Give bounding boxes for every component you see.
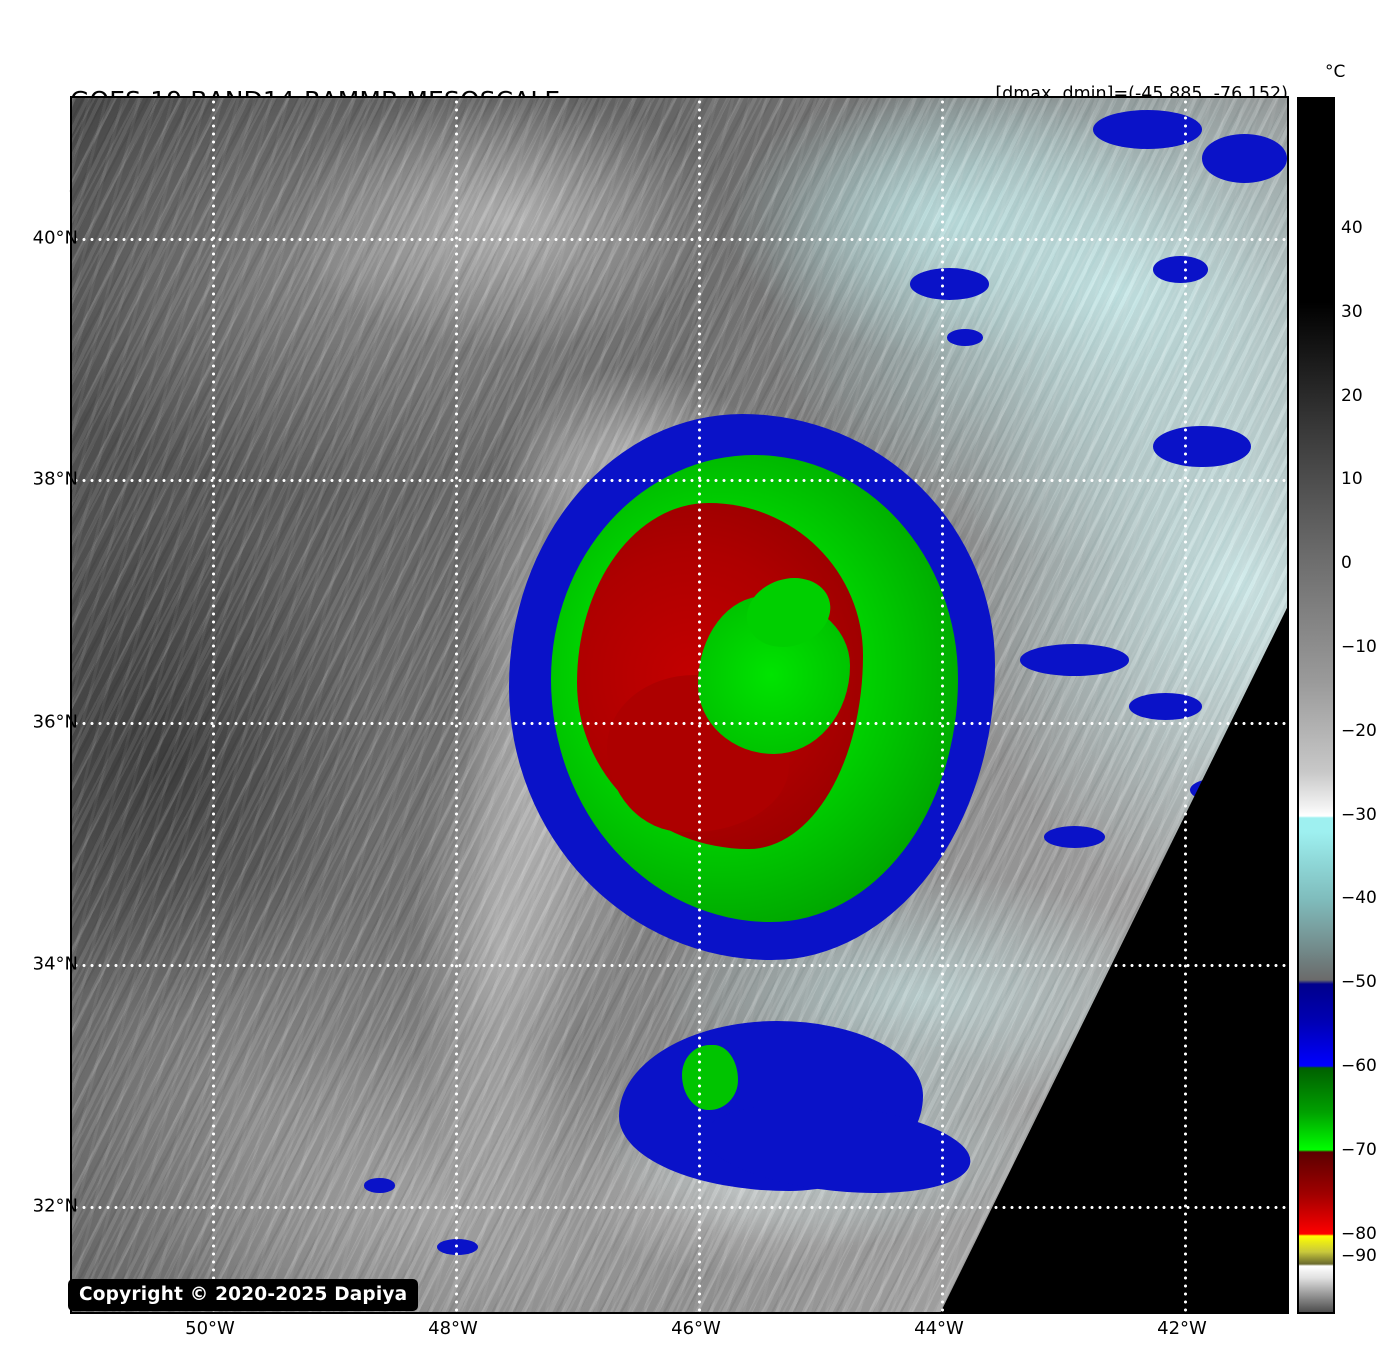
ytick-label: 32°N xyxy=(32,1195,78,1217)
xtick-label: 42°W xyxy=(1157,1318,1207,1339)
cold-patch xyxy=(910,267,990,300)
gridline-lon-46 xyxy=(698,98,701,1312)
xtick-label: 50°W xyxy=(185,1318,235,1339)
colorbar-tick-label: −60 xyxy=(1341,1056,1377,1076)
colorbar-gradient xyxy=(1299,99,1333,1312)
cold-patch xyxy=(1201,134,1287,183)
ytick-label: 34°N xyxy=(32,953,78,975)
colorbar-tick-label: 40 xyxy=(1341,218,1363,238)
cold-patch xyxy=(1019,644,1130,676)
ytick-label: 40°N xyxy=(32,227,78,249)
cold-patch xyxy=(1129,692,1202,720)
colorbar-tick-label: 30 xyxy=(1341,302,1363,322)
gridline-lon-50 xyxy=(212,98,215,1312)
colorbar-unit-label: °C xyxy=(1325,62,1346,82)
gridline-lat-40 xyxy=(72,238,1287,241)
colorbar-tick-label: −40 xyxy=(1341,888,1377,908)
secondary-cluster-green xyxy=(681,1044,738,1111)
plot-inner xyxy=(72,98,1287,1312)
xtick-label: 44°W xyxy=(914,1318,964,1339)
xtick-label: 46°W xyxy=(671,1318,721,1339)
colorbar-tick-label: −10 xyxy=(1341,637,1377,657)
colorbar-tick-label: 20 xyxy=(1341,386,1363,406)
gridline-lat-32 xyxy=(72,1206,1287,1209)
cold-patch xyxy=(1153,425,1251,468)
cold-patch xyxy=(363,1178,396,1194)
colorbar-tick-label: 10 xyxy=(1341,469,1363,489)
colorbar-tick-label: −20 xyxy=(1341,721,1377,741)
colorbar xyxy=(1297,97,1335,1314)
gridline-lon-44 xyxy=(941,98,944,1312)
gridline-lon-42 xyxy=(1184,98,1187,1312)
satellite-image-plot xyxy=(70,96,1289,1314)
copyright-banner: Copyright © 2020-2025 Dapiya xyxy=(68,1279,419,1311)
cold-patch xyxy=(1153,255,1209,283)
colorbar-tick-label: −50 xyxy=(1341,972,1377,992)
colorbar-tick-label: −30 xyxy=(1341,805,1377,825)
ytick-label: 38°N xyxy=(32,468,78,490)
xtick-label: 48°W xyxy=(428,1318,478,1339)
colorbar-tick-label: −90 xyxy=(1341,1246,1377,1266)
cold-patch xyxy=(1092,110,1202,149)
gridline-lon-48 xyxy=(455,98,458,1312)
ytick-label: 36°N xyxy=(32,711,78,733)
colorbar-tick-label: 0 xyxy=(1341,553,1352,573)
cold-patch xyxy=(1044,826,1105,849)
colorbar-tick-label: −70 xyxy=(1341,1140,1377,1160)
gridline-lat-38 xyxy=(72,479,1287,482)
gridline-lat-34 xyxy=(72,964,1287,967)
gridline-lat-36 xyxy=(72,722,1287,725)
colorbar-tick-label: −80 xyxy=(1341,1224,1377,1244)
cold-patch xyxy=(946,328,984,346)
